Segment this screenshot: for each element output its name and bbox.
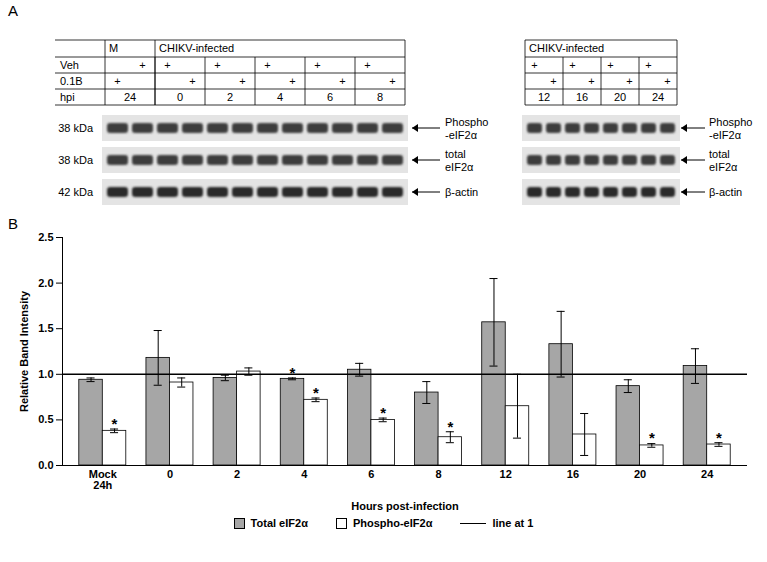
html-text:B: B — [8, 215, 18, 232]
svg-text:-eIF2α: -eIF2α — [445, 129, 478, 141]
svg-text:8: 8 — [377, 91, 383, 103]
svg-text:*: * — [447, 418, 453, 435]
svg-text:eIF2α: eIF2α — [445, 161, 474, 173]
svg-text:42 kDa: 42 kDa — [58, 186, 94, 198]
svg-text:*: * — [112, 415, 118, 432]
svg-text:+: + — [114, 75, 120, 87]
svg-text:20: 20 — [634, 468, 646, 480]
svg-text:2: 2 — [227, 91, 233, 103]
svg-text:Veh: Veh — [60, 59, 79, 71]
svg-text:+: + — [626, 75, 632, 87]
svg-text:16: 16 — [567, 468, 579, 480]
svg-text:total: total — [445, 148, 466, 160]
svg-text:*: * — [716, 429, 722, 446]
svg-text:8: 8 — [436, 468, 442, 480]
svg-text:6: 6 — [327, 91, 333, 103]
svg-text:+: + — [339, 75, 345, 87]
svg-text:+: + — [389, 75, 395, 87]
svg-text:A: A — [8, 2, 18, 19]
svg-text:2.5: 2.5 — [38, 231, 53, 243]
svg-text:+: + — [531, 59, 537, 71]
svg-text:*: * — [380, 404, 386, 421]
svg-text:+: + — [645, 59, 651, 71]
svg-text:hpi: hpi — [60, 91, 75, 103]
svg-text:-eIF2α: -eIF2α — [709, 129, 742, 141]
svg-text:Phospho: Phospho — [445, 116, 488, 128]
svg-text:16: 16 — [576, 91, 588, 103]
svg-text:2.0: 2.0 — [38, 277, 53, 289]
svg-text:1.0: 1.0 — [38, 368, 53, 380]
svg-text:+: + — [164, 59, 170, 71]
svg-text:+: + — [607, 59, 613, 71]
svg-text:+: + — [364, 59, 370, 71]
svg-text:*: * — [649, 429, 655, 446]
svg-text:20: 20 — [614, 91, 626, 103]
svg-text:Phospho: Phospho — [709, 116, 752, 128]
svg-text:24: 24 — [652, 91, 664, 103]
svg-text:38 kDa: 38 kDa — [58, 154, 94, 166]
svg-text:β-actin: β-actin — [445, 186, 478, 198]
svg-text:Hours post-infection: Hours post-infection — [351, 500, 459, 512]
svg-text:0.1B: 0.1B — [60, 75, 83, 87]
svg-text:24: 24 — [124, 91, 136, 103]
html-text:Total eIF2α: Total eIF2α — [250, 517, 308, 529]
svg-text:+: + — [139, 59, 145, 71]
svg-text:β-actin: β-actin — [709, 186, 742, 198]
svg-text:38 kDa: 38 kDa — [58, 122, 94, 134]
svg-text:0.5: 0.5 — [38, 413, 53, 425]
svg-text:12: 12 — [538, 91, 550, 103]
svg-text:+: + — [239, 75, 245, 87]
svg-text:+: + — [550, 75, 556, 87]
svg-text:M: M — [109, 42, 118, 54]
svg-text:24: 24 — [701, 468, 714, 480]
svg-text:CHIKV-infected: CHIKV-infected — [529, 42, 604, 54]
svg-text:+: + — [314, 59, 320, 71]
svg-text:6: 6 — [368, 468, 374, 480]
html-text:Phospho-eIF2α: Phospho-eIF2α — [352, 517, 433, 529]
svg-text:*: * — [290, 364, 296, 381]
svg-text:*: * — [313, 384, 319, 401]
svg-text:eIF2α: eIF2α — [709, 161, 738, 173]
svg-text:+: + — [569, 59, 575, 71]
svg-text:0: 0 — [177, 91, 183, 103]
svg-text:+: + — [189, 75, 195, 87]
svg-text:+: + — [664, 75, 670, 87]
svg-text:+: + — [214, 59, 220, 71]
svg-text:12: 12 — [500, 468, 512, 480]
svg-text:Relative Band Intensity: Relative Band Intensity — [18, 290, 30, 412]
svg-text:+: + — [588, 75, 594, 87]
svg-text:+: + — [289, 75, 295, 87]
svg-text:Mock24h: Mock24h — [89, 468, 118, 491]
html-text:line at 1: line at 1 — [492, 517, 534, 529]
svg-text:+: + — [264, 59, 270, 71]
svg-text:4: 4 — [277, 91, 283, 103]
svg-text:total: total — [709, 148, 730, 160]
svg-text:1.5: 1.5 — [38, 322, 53, 334]
svg-text:2: 2 — [234, 468, 240, 480]
svg-text:0.0: 0.0 — [38, 459, 53, 471]
svg-text:0: 0 — [167, 468, 173, 480]
svg-text:4: 4 — [301, 468, 308, 480]
svg-text:CHIKV-infected: CHIKV-infected — [159, 42, 234, 54]
